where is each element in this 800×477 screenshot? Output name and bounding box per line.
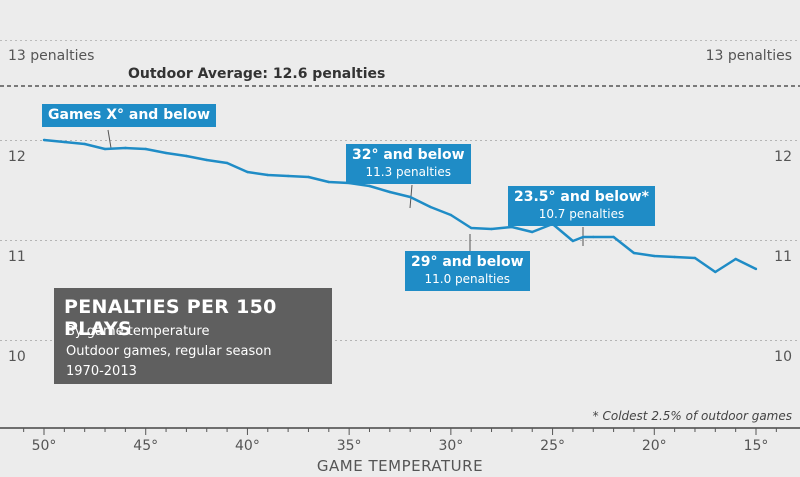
data-point-40 — [246, 170, 249, 174]
callout-2: 32° and below 11.3 penalties — [346, 144, 471, 184]
data-point-33 — [388, 190, 392, 194]
data-point-44 — [164, 151, 168, 155]
data-point-26 — [531, 230, 534, 234]
chart-title: PENALTIES PER 150 PLAYS — [64, 296, 277, 340]
data-point-24 — [571, 239, 575, 243]
data-point-27 — [510, 225, 514, 229]
callout-value: 11.0 penalties — [424, 272, 511, 286]
x-tick-label-50: 50° — [32, 438, 57, 454]
footnote: * Coldest 2.5% of outdoor games — [593, 409, 792, 423]
data-point-42 — [205, 158, 208, 162]
y-tick-left-11: 11 — [8, 249, 26, 265]
callout-title: Games X° and below — [48, 107, 211, 123]
data-point-28 — [490, 227, 493, 231]
data-point-46 — [124, 146, 127, 150]
callout-3: 29° and below 11.0 penalties — [405, 251, 530, 291]
chart-title-box: PENALTIES PER 150 PLAYS By game temperat… — [54, 288, 332, 384]
x-axis: 50° 45° 40° 35° 30° 25° 20° 15° — [0, 427, 800, 454]
data-point-38 — [286, 174, 290, 178]
data-point-37 — [307, 175, 310, 179]
data-point-39 — [266, 173, 269, 177]
data-point-31 — [429, 205, 432, 209]
x-tick-label-45: 45° — [133, 438, 158, 454]
x-tick-label-30: 30° — [438, 438, 463, 454]
data-point-45 — [144, 147, 147, 151]
callout-value: 10.7 penalties — [538, 207, 625, 221]
data-point-18 — [693, 256, 697, 260]
gridlines — [0, 140, 800, 341]
callout-leader-1 — [107, 129, 112, 149]
x-tick-label-15: 15° — [744, 438, 769, 454]
callout-title: 23.5° and below* — [514, 189, 649, 205]
data-point-15 — [754, 267, 758, 271]
average-label: Outdoor Average: 12.6 penalties — [128, 66, 385, 82]
top-label-right: 13 penalties — [706, 48, 792, 64]
data-point-32 — [408, 195, 412, 199]
data-point-50 — [42, 138, 46, 142]
x-tick-label-25: 25° — [540, 438, 565, 454]
y-tick-right-11: 11 — [774, 249, 792, 265]
data-point-22 — [612, 235, 615, 239]
data-point-21 — [632, 251, 636, 255]
x-axis-title: GAME TEMPERATURE — [317, 457, 483, 475]
data-point-23 — [592, 235, 595, 239]
callout-title: 32° and below — [352, 147, 465, 163]
y-tick-right-10: 10 — [774, 349, 792, 365]
data-point-49 — [63, 140, 66, 144]
chart-subtitle-line-2: Outdoor games, regular season — [66, 344, 272, 359]
data-point-48 — [83, 142, 86, 146]
data-point-34 — [368, 184, 371, 188]
y-tick-left-12: 12 — [8, 149, 26, 165]
x-tick-label-20: 20° — [642, 438, 667, 454]
x-tick-label-35: 35° — [337, 438, 362, 454]
data-point-20 — [653, 254, 656, 258]
data-point-16 — [734, 257, 737, 261]
callout-title: 29° and below — [411, 254, 524, 270]
y-tick-right-12: 12 — [774, 149, 792, 165]
data-point-17 — [714, 270, 717, 274]
data-point-36 — [327, 180, 330, 184]
callout-value: 11.3 penalties — [365, 165, 452, 179]
chart-subtitle-line-1: By game temperature — [66, 324, 210, 339]
data-point-23.5 — [581, 235, 585, 239]
data-point-47 — [103, 147, 107, 151]
callout-4: 23.5° and below* 10.7 penalties — [508, 186, 655, 226]
data-point-29 — [470, 226, 473, 230]
data-point-19 — [673, 255, 676, 259]
y-tick-left-10: 10 — [8, 349, 26, 365]
top-label-left: 13 penalties — [8, 48, 94, 64]
callout-1: Games X° and below — [42, 104, 217, 127]
y-tick-labels: 10 10 11 11 12 12 — [8, 149, 792, 365]
data-point-43 — [185, 154, 188, 158]
x-tick-label-40: 40° — [235, 438, 260, 454]
data-point-30 — [449, 213, 453, 217]
data-point-41 — [225, 161, 229, 165]
chart-subtitle-line-3: 1970-2013 — [66, 364, 137, 379]
